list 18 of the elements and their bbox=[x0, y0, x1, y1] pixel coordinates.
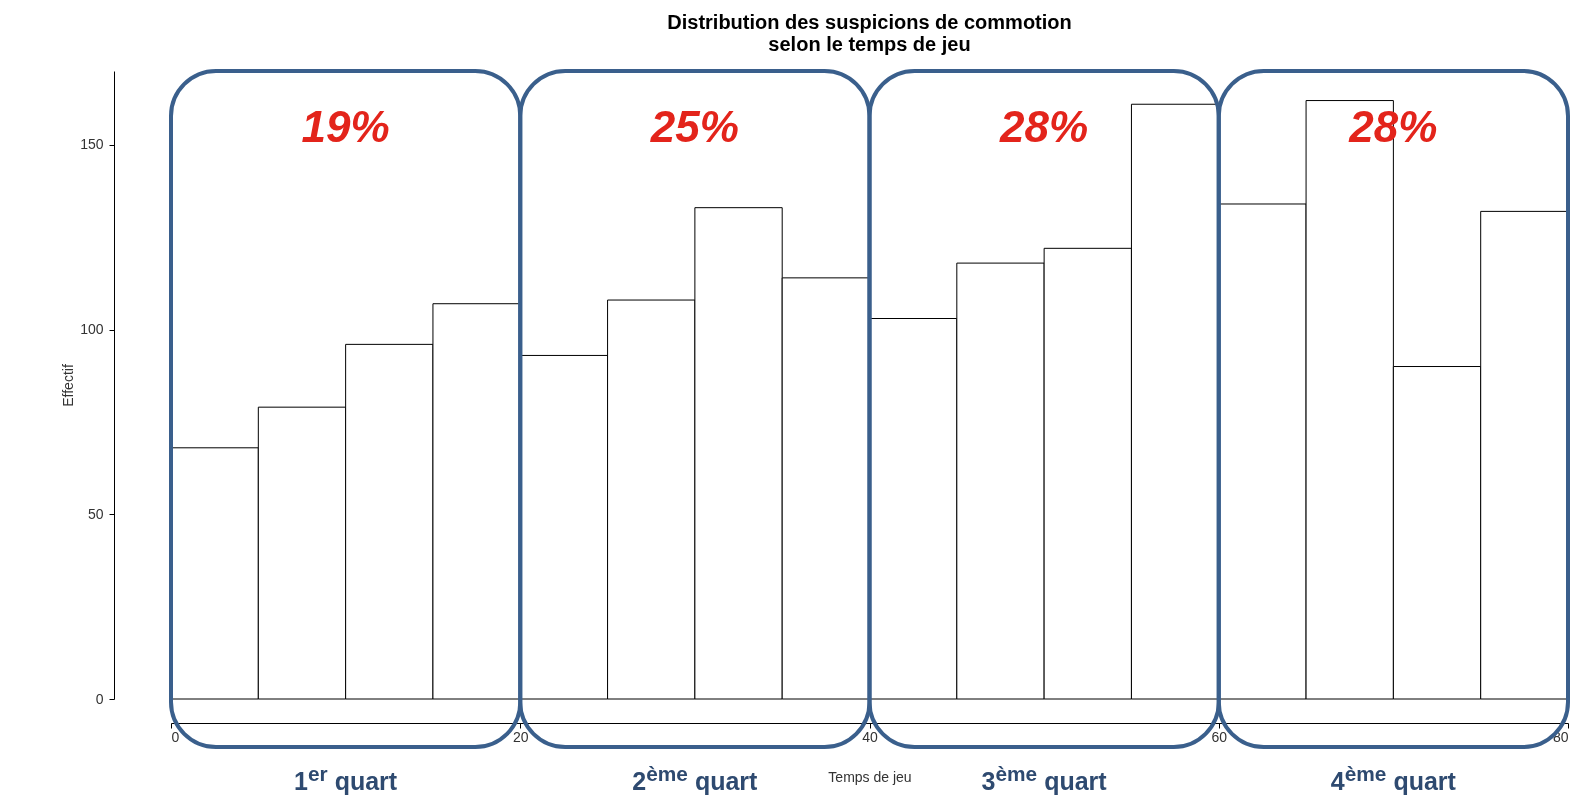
y-tick-label: 50 bbox=[87, 505, 104, 522]
y-axis-title: Effectif bbox=[60, 364, 77, 407]
x-axis-title: Temps de jeu bbox=[828, 768, 912, 785]
annotation: 19% bbox=[301, 102, 390, 151]
annotation: 28% bbox=[999, 102, 1089, 151]
text: 3$^{ème}$ quart bbox=[981, 762, 1107, 796]
annotation: 25% bbox=[649, 102, 739, 151]
x-tick-label: 20 bbox=[512, 728, 529, 745]
chart-title: Distribution des suspicions de commotion selon le temps de jeu bbox=[667, 11, 1072, 55]
text: 2$^{ème}$ quart bbox=[632, 762, 758, 796]
text: 4$^{ème}$ quart bbox=[1329, 762, 1457, 797]
x-tick-label: 60 bbox=[1211, 728, 1228, 745]
y-tick-label: 0 bbox=[95, 690, 104, 707]
text: 1$^{er}$ quart bbox=[293, 762, 399, 797]
x-tick-label: 0 bbox=[171, 728, 180, 745]
y-tick-label: 150 bbox=[80, 136, 104, 153]
y-tick-label: 100 bbox=[80, 321, 104, 338]
x-tick-label: 40 bbox=[862, 728, 878, 745]
